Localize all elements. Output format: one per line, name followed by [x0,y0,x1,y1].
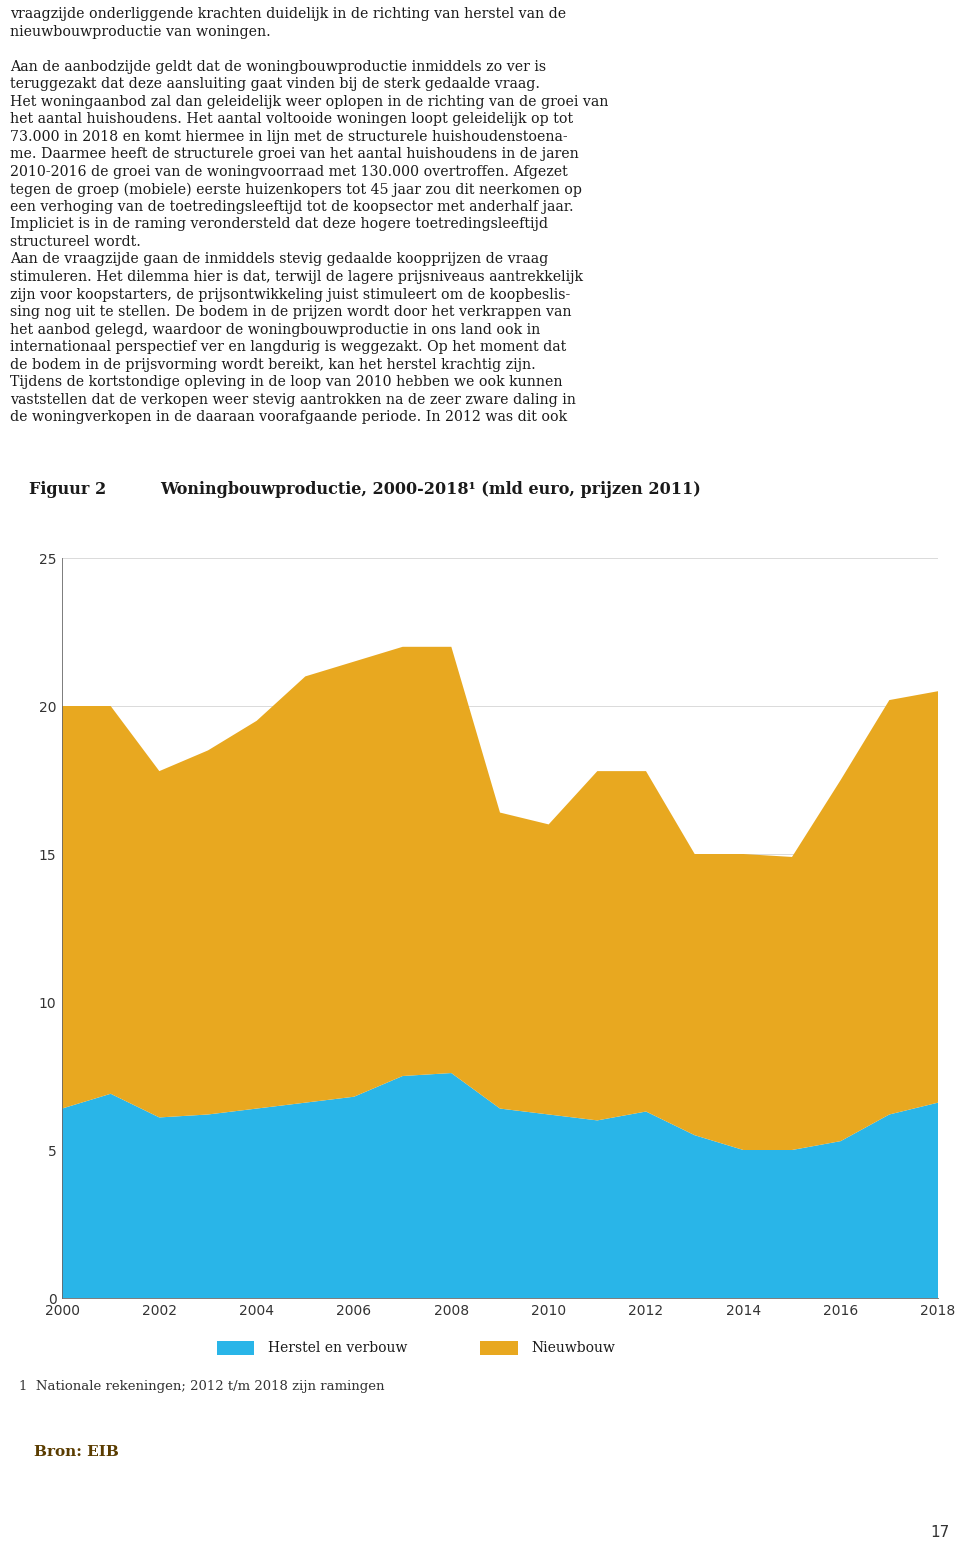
Text: 2010-2016 de groei van de woningvoorraad met 130.000 overtroffen. Afgezet: 2010-2016 de groei van de woningvoorraad… [10,164,567,178]
Text: Impliciet is in de raming verondersteld dat deze hogere toetredingsleeftijd: Impliciet is in de raming verondersteld … [10,217,548,231]
Text: het aantal huishoudens. Het aantal voltooide woningen loopt geleidelijk op tot: het aantal huishoudens. Het aantal volto… [10,113,573,127]
Text: me. Daarmee heeft de structurele groei van het aantal huishoudens in de jaren: me. Daarmee heeft de structurele groei v… [10,147,579,161]
Text: vraagzijde onderliggende krachten duidelijk in de richting van herstel van de: vraagzijde onderliggende krachten duidel… [10,8,566,22]
Text: 73.000 in 2018 en komt hiermee in lijn met de structurele huishoudenstoena-: 73.000 in 2018 en komt hiermee in lijn m… [10,130,567,144]
Text: 1  Nationale rekeningen; 2012 t/m 2018 zijn ramingen: 1 Nationale rekeningen; 2012 t/m 2018 zi… [19,1380,385,1393]
Text: Het woningaanbod zal dan geleidelijk weer oplopen in de richting van de groei va: Het woningaanbod zal dan geleidelijk wee… [10,94,609,108]
Text: Aan de vraagzijde gaan de inmiddels stevig gedaalde koopprijzen de vraag: Aan de vraagzijde gaan de inmiddels stev… [10,252,548,266]
Text: structureel wordt.: structureel wordt. [10,235,141,249]
Text: Tijdens de kortstondige opleving in de loop van 2010 hebben we ook kunnen: Tijdens de kortstondige opleving in de l… [10,375,563,389]
Text: teruggezakt dat deze aansluiting gaat vinden bij de sterk gedaalde vraag.: teruggezakt dat deze aansluiting gaat vi… [10,77,540,91]
Text: Herstel en verbouw: Herstel en verbouw [269,1341,408,1355]
Text: Aan de aanbodzijde geldt dat de woningbouwproductie inmiddels zo ver is: Aan de aanbodzijde geldt dat de woningbo… [10,60,546,74]
Text: Bron: EIB: Bron: EIB [34,1445,118,1459]
Text: Figuur 2: Figuur 2 [29,480,106,497]
Text: tegen de groep (mobiele) eerste huizenkopers tot 45 jaar zou dit neerkomen op: tegen de groep (mobiele) eerste huizenko… [10,183,582,197]
Text: sing nog uit te stellen. De bodem in de prijzen wordt door het verkrappen van: sing nog uit te stellen. De bodem in de … [10,305,571,319]
Text: 17: 17 [931,1526,950,1540]
Text: de bodem in de prijsvorming wordt bereikt, kan het herstel krachtig zijn.: de bodem in de prijsvorming wordt bereik… [10,358,536,372]
Text: Woningbouwproductie, 2000-2018¹ (mld euro, prijzen 2011): Woningbouwproductie, 2000-2018¹ (mld eur… [160,480,701,497]
Text: het aanbod gelegd, waardoor de woningbouwproductie in ons land ook in: het aanbod gelegd, waardoor de woningbou… [10,322,540,336]
Text: zijn voor koopstarters, de prijsontwikkeling juist stimuleert om de koopbeslis-: zijn voor koopstarters, de prijsontwikke… [10,288,570,302]
Text: stimuleren. Het dilemma hier is dat, terwijl de lagere prijsniveaus aantrekkelij: stimuleren. Het dilemma hier is dat, ter… [10,270,583,283]
Text: de woningverkopen in de daaraan voorafgaande periode. In 2012 was dit ook: de woningverkopen in de daaraan voorafga… [10,410,567,424]
Text: vaststellen dat de verkopen weer stevig aantrokken na de zeer zware daling in: vaststellen dat de verkopen weer stevig … [10,392,576,407]
Text: een verhoging van de toetredingsleeftijd tot de koopsector met anderhalf jaar.: een verhoging van de toetredingsleeftijd… [10,200,574,214]
Bar [217,1341,254,1355]
Text: internationaal perspectief ver en langdurig is weggezakt. Op het moment dat: internationaal perspectief ver en langdu… [10,341,566,355]
Text: nieuwbouwproductie van woningen.: nieuwbouwproductie van woningen. [10,25,271,39]
Text: Nieuwbouw: Nieuwbouw [532,1341,615,1355]
Bar [480,1341,517,1355]
